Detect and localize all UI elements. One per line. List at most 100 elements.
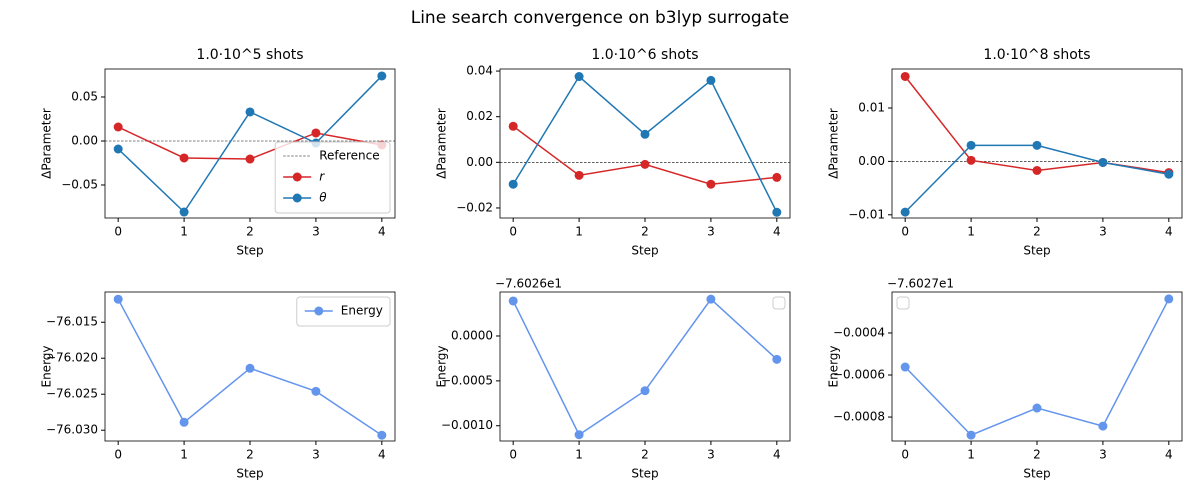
- x-tick-label: 3: [707, 448, 715, 462]
- x-tick-label: 0: [509, 225, 517, 239]
- y-tick-label: 0.00: [858, 154, 885, 168]
- legend-label: Energy: [341, 304, 383, 318]
- legend-marker: [292, 193, 302, 203]
- subplot-title: 1.0·10^5 shots: [196, 47, 303, 63]
- y-tick-label: 0.02: [466, 109, 493, 123]
- data-point: [179, 417, 189, 427]
- x-axis-label: Step: [631, 244, 658, 258]
- y-tick-label: −0.01: [848, 207, 885, 221]
- x-tick-label: 3: [1099, 448, 1107, 462]
- x-tick-label: 2: [641, 448, 649, 462]
- x-tick-label: 1: [575, 225, 583, 239]
- x-tick-label: 3: [707, 225, 715, 239]
- x-tick-label: 4: [773, 448, 781, 462]
- y-tick-label: −0.0004: [833, 325, 885, 339]
- x-tick-label: 1: [180, 225, 188, 239]
- x-tick-label: 0: [901, 448, 909, 462]
- data-point: [245, 154, 255, 164]
- data-point: [179, 153, 189, 163]
- data-point: [1164, 169, 1174, 179]
- y-tick-label: −76.025: [46, 387, 98, 401]
- data-point: [245, 363, 255, 373]
- x-tick-label: 3: [312, 448, 320, 462]
- x-axis-label: Step: [1023, 244, 1050, 258]
- legend-box: [274, 141, 391, 214]
- y-axis-label: Energy: [435, 345, 449, 387]
- data-point: [966, 140, 976, 150]
- y-axis-label: ΔParameter: [435, 108, 449, 179]
- legend-box: [896, 296, 910, 310]
- series-line: [512, 75, 778, 213]
- y-tick-label: 0.0000: [451, 328, 493, 342]
- y-tick-label: 0.00: [71, 133, 98, 147]
- series-line: [904, 76, 1169, 174]
- data-point: [706, 75, 716, 85]
- data-point: [113, 122, 123, 132]
- subplot-title: 1.0·10^6 shots: [591, 47, 698, 63]
- legend-box: [296, 296, 391, 327]
- y-tick-label: −76.030: [46, 423, 98, 437]
- x-axis-label: Step: [236, 467, 263, 481]
- x-tick-label: 4: [773, 225, 781, 239]
- data-point: [508, 179, 518, 189]
- series-line: [512, 298, 778, 436]
- x-axis-label: Step: [1023, 467, 1050, 481]
- x-tick-label: 3: [1099, 225, 1107, 239]
- data-point: [1032, 403, 1042, 413]
- data-point: [508, 121, 518, 131]
- y-tick-label: −76.015: [46, 315, 98, 329]
- data-point: [1032, 140, 1042, 150]
- x-tick-label: 0: [114, 448, 122, 462]
- data-point: [1098, 157, 1108, 167]
- y-tick-label: 0.04: [466, 64, 493, 78]
- data-point: [311, 386, 321, 396]
- legend-label: θ: [319, 191, 327, 205]
- x-tick-label: 1: [180, 448, 188, 462]
- data-point: [640, 159, 650, 169]
- y-offset-label: −7.6027e1: [887, 277, 954, 291]
- y-tick-label: 0.05: [71, 89, 98, 103]
- y-axis-label: ΔParameter: [827, 108, 841, 179]
- data-point: [245, 107, 255, 117]
- legend-label: Reference: [319, 149, 379, 163]
- y-tick-label: 0.00: [466, 155, 493, 169]
- data-point: [574, 170, 584, 180]
- y-tick-label: −0.0008: [833, 410, 885, 424]
- series-line: [904, 298, 1170, 437]
- y-tick-label: 0.01: [858, 100, 885, 114]
- data-point: [640, 129, 650, 139]
- data-point: [772, 172, 782, 182]
- legend-label: r: [319, 170, 325, 184]
- data-point: [900, 71, 910, 81]
- data-point: [966, 155, 976, 165]
- y-tick-label: −0.05: [61, 177, 98, 191]
- series-line: [904, 144, 1169, 213]
- y-axis-label: Energy: [40, 345, 54, 387]
- data-point: [311, 128, 321, 138]
- y-axis-label: Energy: [827, 345, 841, 387]
- data-point: [1098, 421, 1108, 431]
- x-tick-label: 0: [901, 225, 909, 239]
- x-tick-label: 1: [967, 225, 975, 239]
- legend-marker: [314, 306, 324, 316]
- subplot-title: 1.0·10^8 shots: [983, 47, 1090, 63]
- y-tick-label: −0.02: [456, 200, 493, 214]
- x-tick-label: 4: [1165, 448, 1173, 462]
- data-point: [706, 179, 716, 189]
- x-tick-label: 2: [246, 225, 254, 239]
- x-tick-label: 2: [1033, 225, 1041, 239]
- data-point: [574, 430, 584, 440]
- axes-frame: [891, 68, 1183, 219]
- axes-frame: [104, 291, 396, 442]
- x-tick-label: 2: [246, 448, 254, 462]
- x-tick-label: 0: [509, 448, 517, 462]
- data-point: [574, 72, 584, 82]
- data-point: [772, 354, 782, 364]
- data-point: [377, 71, 387, 81]
- y-tick-label: −0.0010: [441, 418, 493, 432]
- x-tick-label: 2: [1033, 448, 1041, 462]
- data-point: [900, 207, 910, 217]
- data-point: [900, 362, 910, 372]
- figure-title: Line search convergence on b3lyp surroga…: [411, 8, 790, 28]
